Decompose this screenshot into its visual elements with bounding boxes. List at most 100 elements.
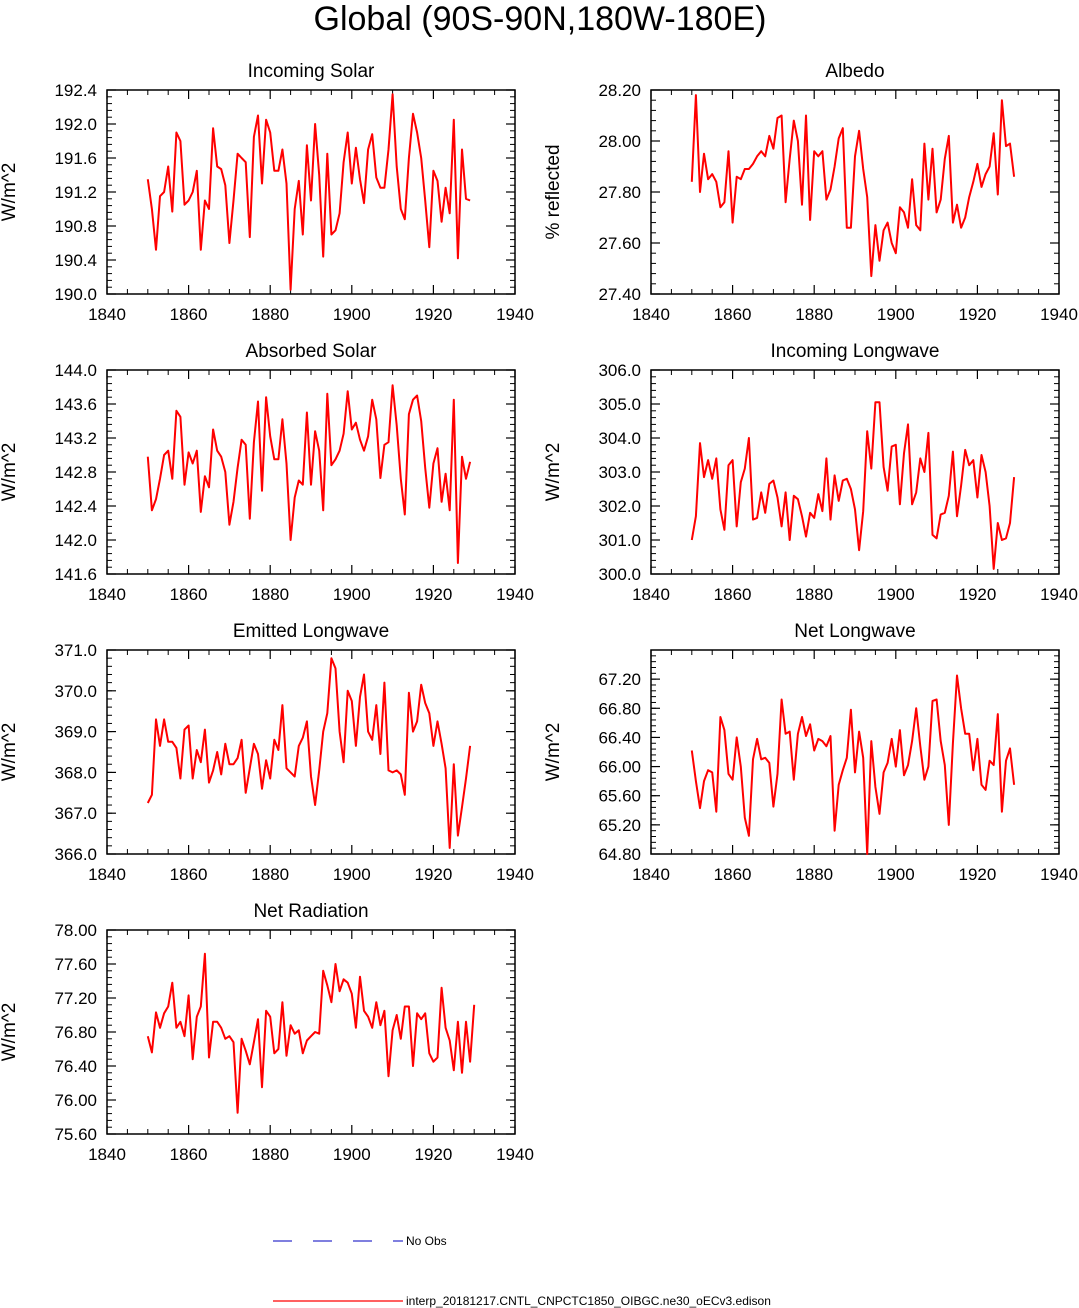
- net-radiation-series-line: [146, 952, 476, 1114]
- absorbed-solar-ylabel: W/m^2: [0, 443, 20, 502]
- net-radiation-xtick-label: 1860: [170, 1145, 208, 1164]
- albedo-xtick-label: 1880: [795, 305, 833, 324]
- absorbed-solar-ytick-label: 142.8: [54, 463, 97, 482]
- albedo-title: Albedo: [825, 61, 884, 82]
- emitted-longwave-plot-frame: [106, 649, 516, 855]
- net-longwave-xtick-label: 1840: [632, 865, 670, 884]
- panel-incoming-solar: Incoming Solar W/m^2 1840 1860 1880 1900 1920 1…: [0, 61, 534, 324]
- net-radiation-plot-frame: [106, 929, 516, 1135]
- absorbed-solar-ytick-label: 141.6: [54, 565, 97, 584]
- incoming-longwave-xtick-label: 1860: [714, 585, 752, 604]
- panel-net-radiation: Net Radiation W/m^2 1840 1860 1880 1900 1920 19…: [0, 901, 534, 1164]
- absorbed-solar-xtick-label: 1940: [496, 585, 534, 604]
- absorbed-solar-xtick-label: 1860: [170, 585, 208, 604]
- net-longwave-xtick-label: 1860: [714, 865, 752, 884]
- net-radiation-xtick-label: 1900: [333, 1145, 371, 1164]
- net-radiation-ytick-label: 76.40: [54, 1057, 97, 1076]
- albedo-ylabel: % reflected: [543, 144, 564, 239]
- net-longwave-ytick-label: 65.20: [598, 816, 641, 835]
- net-radiation-ytick-label: 78.00: [54, 921, 97, 940]
- net-longwave-ylabel: W/m^2: [543, 723, 564, 782]
- net-radiation-xtick-label: 1940: [496, 1145, 534, 1164]
- incoming-solar-xtick-label: 1940: [496, 305, 534, 324]
- net-radiation-ytick-label: 77.60: [54, 955, 97, 974]
- emitted-longwave-title: Emitted Longwave: [233, 621, 389, 642]
- emitted-longwave-xtick-label: 1840: [88, 865, 126, 884]
- net-radiation-ytick-label: 77.20: [54, 989, 97, 1008]
- net-longwave-ytick-label: 67.20: [598, 670, 641, 689]
- legend-model-label: interp_20181217.CNTL_CNPCTC1850_OIBGC.ne…: [406, 1294, 771, 1308]
- incoming-longwave-plot-frame: [650, 369, 1060, 575]
- albedo-ytick-label: 27.60: [598, 234, 641, 253]
- incoming-solar-title: Incoming Solar: [248, 61, 375, 82]
- albedo-xtick-label: 1840: [632, 305, 670, 324]
- emitted-longwave-ytick-label: 366.0: [54, 845, 97, 864]
- figure-title: Global (90S-90N,180W-180E): [314, 0, 767, 38]
- incoming-solar-xtick-label: 1840: [88, 305, 126, 324]
- albedo-ytick-label: 27.80: [598, 183, 641, 202]
- emitted-longwave-ylabel: W/m^2: [0, 723, 20, 782]
- net-radiation-xtick-label: 1840: [88, 1145, 126, 1164]
- albedo-xtick-label: 1900: [877, 305, 915, 324]
- emitted-longwave-ytick-label: 370.0: [54, 682, 97, 701]
- incoming-solar-series-line: [146, 93, 471, 291]
- net-longwave-xtick-label: 1900: [877, 865, 915, 884]
- absorbed-solar-title: Absorbed Solar: [246, 341, 378, 362]
- incoming-longwave-ytick-label: 302.0: [598, 497, 641, 516]
- net-radiation-ytick-label: 76.00: [54, 1091, 97, 1110]
- absorbed-solar-ytick-label: 143.6: [54, 395, 97, 414]
- incoming-longwave-ytick-label: 300.0: [598, 565, 641, 584]
- absorbed-solar-xtick-label: 1920: [414, 585, 452, 604]
- emitted-longwave-ytick-label: 371.0: [54, 641, 97, 660]
- emitted-longwave-ytick-label: 368.0: [54, 763, 97, 782]
- panels: Incoming Solar W/m^2 1840 1860 1880 1900 1920 1…: [0, 61, 1078, 1164]
- net-radiation-title: Net Radiation: [253, 901, 368, 922]
- panel-absorbed-solar: Absorbed Solar W/m^2 1840 1860 1880 1900 1920 1…: [0, 341, 534, 604]
- net-longwave-plot-frame: [650, 649, 1060, 855]
- albedo-xtick-label: 1940: [1040, 305, 1078, 324]
- net-longwave-series-line: [690, 674, 1016, 855]
- incoming-longwave-ytick-label: 306.0: [598, 361, 641, 380]
- incoming-longwave-series-line: [690, 401, 1016, 570]
- albedo-ytick-label: 27.40: [598, 285, 641, 304]
- albedo-series-line: [690, 94, 1016, 278]
- net-longwave-xtick-label: 1880: [795, 865, 833, 884]
- net-longwave-title: Net Longwave: [794, 621, 915, 642]
- absorbed-solar-ytick-label: 144.0: [54, 361, 97, 380]
- incoming-solar-ytick-label: 190.4: [54, 251, 97, 270]
- incoming-solar-xtick-label: 1900: [333, 305, 371, 324]
- panel-incoming-longwave: Incoming Longwave W/m^2 1840 1860 1880 1900 19…: [543, 341, 1078, 604]
- absorbed-solar-ytick-label: 142.0: [54, 531, 97, 550]
- incoming-solar-xtick-label: 1860: [170, 305, 208, 324]
- net-radiation-ylabel: W/m^2: [0, 1003, 20, 1062]
- incoming-solar-ytick-label: 192.4: [54, 81, 97, 100]
- incoming-longwave-ytick-label: 304.0: [598, 429, 641, 448]
- incoming-longwave-xtick-label: 1920: [958, 585, 996, 604]
- absorbed-solar-xtick-label: 1840: [88, 585, 126, 604]
- absorbed-solar-series-line: [146, 384, 472, 564]
- net-radiation-ytick-label: 75.60: [54, 1125, 97, 1144]
- incoming-solar-xtick-label: 1920: [414, 305, 452, 324]
- emitted-longwave-xtick-label: 1920: [414, 865, 452, 884]
- incoming-longwave-xtick-label: 1900: [877, 585, 915, 604]
- emitted-longwave-xtick-label: 1900: [333, 865, 371, 884]
- albedo-xtick-label: 1920: [958, 305, 996, 324]
- incoming-solar-ylabel: W/m^2: [0, 163, 20, 222]
- emitted-longwave-xtick-label: 1880: [251, 865, 289, 884]
- absorbed-solar-ytick-label: 142.4: [54, 497, 97, 516]
- incoming-solar-ytick-label: 191.6: [54, 149, 97, 168]
- net-radiation-ytick-label: 76.80: [54, 1023, 97, 1042]
- net-longwave-ytick-label: 64.80: [598, 845, 641, 864]
- legend: No Obs interp_20181217.CNTL_CNPCTC1850_OI…: [273, 1234, 771, 1308]
- incoming-longwave-ytick-label: 303.0: [598, 463, 641, 482]
- incoming-solar-ytick-label: 190.8: [54, 217, 97, 236]
- net-longwave-ytick-label: 66.00: [598, 758, 641, 777]
- incoming-longwave-xtick-label: 1840: [632, 585, 670, 604]
- panel-net-longwave: Net Longwave W/m^2 1840 1860 1880 1900 1920 194…: [543, 621, 1078, 884]
- incoming-solar-ytick-label: 190.0: [54, 285, 97, 304]
- net-longwave-ytick-label: 66.40: [598, 728, 641, 747]
- incoming-longwave-title: Incoming Longwave: [771, 341, 940, 362]
- incoming-longwave-ytick-label: 301.0: [598, 531, 641, 550]
- incoming-solar-ytick-label: 191.2: [54, 183, 97, 202]
